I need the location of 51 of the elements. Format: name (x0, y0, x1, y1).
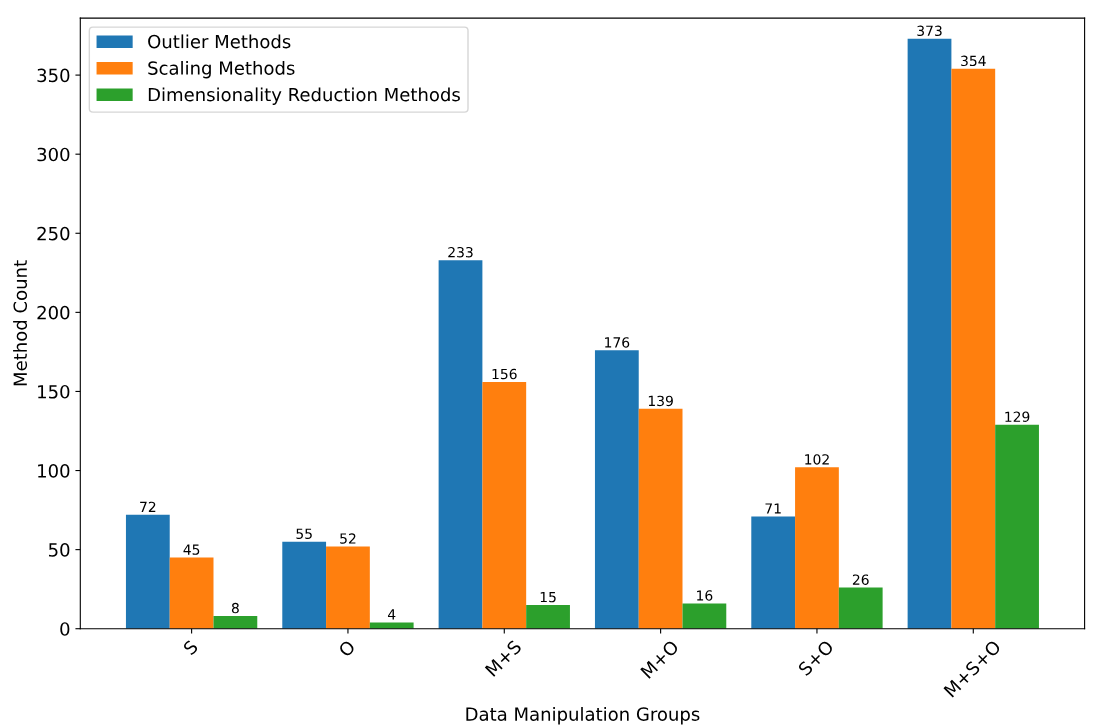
data-label: 102 (805, 454, 829, 465)
legend-label: Scaling Methods (148, 60, 295, 79)
y-tick-label: 350 (37, 68, 70, 83)
data-label: 129 (1005, 411, 1030, 422)
data-label: 26 (852, 574, 869, 585)
data-label: 16 (697, 590, 713, 601)
y-tick-label: 150 (38, 384, 70, 399)
x-axis-title: Data Manipulation Groups (466, 706, 700, 725)
data-label: 15 (540, 591, 556, 603)
bar (995, 424, 1039, 629)
data-label: 52 (340, 533, 356, 544)
bar (282, 541, 327, 629)
data-label: 71 (765, 503, 781, 514)
bar (907, 38, 952, 629)
bar (682, 603, 727, 629)
data-label: 72 (140, 501, 156, 512)
data-label: 176 (605, 337, 630, 348)
bar (482, 381, 527, 629)
data-label: 55 (296, 528, 312, 540)
bar (125, 514, 170, 629)
bar (751, 516, 796, 629)
legend-label: Outlier Methods (148, 34, 291, 49)
data-label: 139 (648, 395, 673, 407)
bar (169, 557, 214, 629)
y-axis-title: Method Count (13, 260, 28, 386)
bar (213, 616, 258, 629)
bar (951, 68, 996, 629)
data-label: 4 (387, 609, 396, 620)
data-label: 233 (448, 246, 473, 258)
bar (369, 622, 414, 629)
data-label: 354 (961, 55, 986, 67)
bar (526, 604, 570, 629)
bar (838, 587, 883, 629)
data-label: 156 (492, 368, 517, 380)
y-tick-label: 0 (60, 622, 70, 636)
bar (795, 467, 839, 629)
x-tick-label: O (337, 639, 356, 658)
bar (438, 260, 483, 629)
bar (594, 350, 639, 629)
y-tick-label: 50 (49, 543, 70, 557)
y-tick-label: 100 (38, 464, 70, 478)
x-tick-label: S (182, 639, 199, 656)
legend-label: Dimensionality Reduction Methods (148, 87, 460, 105)
y-tick-label: 250 (37, 226, 70, 241)
y-tick-label: 300 (37, 147, 70, 162)
data-label: 373 (917, 25, 942, 37)
data-label: 8 (231, 602, 239, 614)
bar (326, 546, 370, 629)
y-tick-label: 200 (37, 305, 70, 320)
data-label: 45 (183, 544, 200, 555)
bar (638, 408, 683, 629)
